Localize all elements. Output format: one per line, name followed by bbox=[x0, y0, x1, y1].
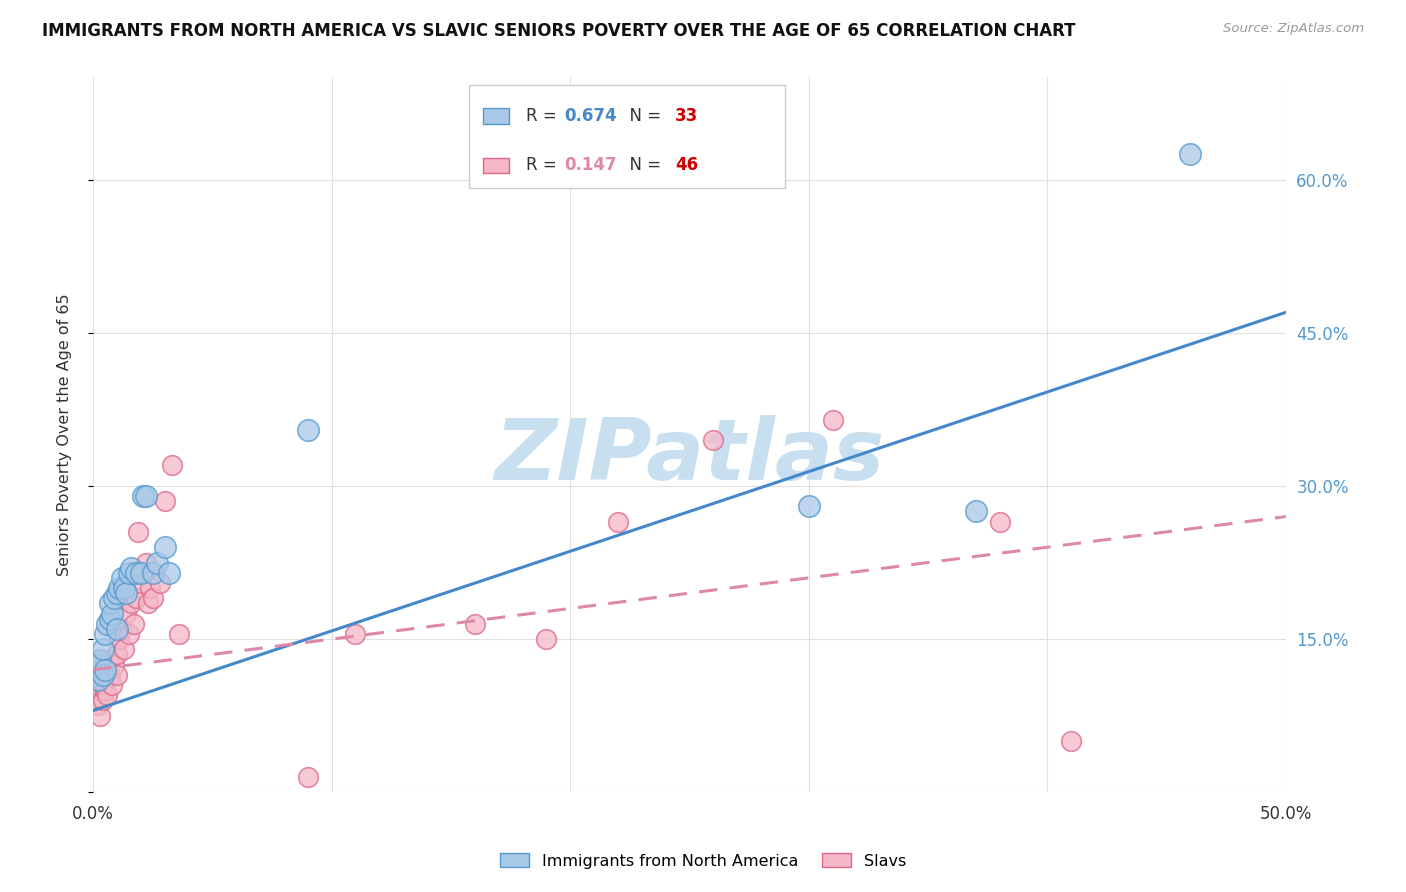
Point bbox=[136, 596, 159, 610]
Point bbox=[160, 458, 183, 473]
Point bbox=[606, 515, 628, 529]
Point bbox=[122, 616, 145, 631]
Point bbox=[111, 571, 134, 585]
Point bbox=[142, 591, 165, 606]
Point bbox=[96, 663, 118, 677]
Point bbox=[149, 576, 172, 591]
Point bbox=[103, 591, 125, 606]
Point bbox=[139, 581, 162, 595]
Point bbox=[115, 607, 138, 621]
Point bbox=[344, 627, 367, 641]
Point bbox=[91, 693, 114, 707]
Point bbox=[89, 652, 111, 666]
Text: ZIPatlas: ZIPatlas bbox=[495, 415, 884, 498]
Point bbox=[153, 540, 176, 554]
FancyBboxPatch shape bbox=[468, 85, 785, 188]
Point bbox=[142, 566, 165, 580]
Point bbox=[132, 489, 155, 503]
Point bbox=[153, 494, 176, 508]
Point bbox=[108, 632, 131, 646]
Point bbox=[536, 632, 558, 646]
Point bbox=[1060, 734, 1083, 748]
Text: R =: R = bbox=[526, 107, 562, 125]
Point bbox=[98, 652, 121, 666]
Point bbox=[134, 556, 156, 570]
Point bbox=[101, 678, 124, 692]
Point bbox=[129, 566, 152, 580]
Point bbox=[96, 616, 118, 631]
Point bbox=[87, 698, 110, 713]
Point bbox=[112, 581, 135, 595]
FancyBboxPatch shape bbox=[484, 108, 509, 124]
Text: 0.147: 0.147 bbox=[564, 156, 617, 175]
Point bbox=[120, 596, 142, 610]
Point bbox=[87, 678, 110, 692]
Text: IMMIGRANTS FROM NORTH AMERICA VS SLAVIC SENIORS POVERTY OVER THE AGE OF 65 CORRE: IMMIGRANTS FROM NORTH AMERICA VS SLAVIC … bbox=[42, 22, 1076, 40]
Point bbox=[105, 648, 128, 662]
Point bbox=[96, 688, 118, 702]
Legend: Immigrants from North America, Slavs: Immigrants from North America, Slavs bbox=[494, 847, 912, 875]
Point bbox=[84, 668, 107, 682]
Point bbox=[118, 627, 141, 641]
Point bbox=[91, 668, 114, 682]
Point bbox=[125, 566, 148, 580]
Point bbox=[120, 560, 142, 574]
Point bbox=[464, 616, 486, 631]
Text: 46: 46 bbox=[675, 156, 699, 175]
Point bbox=[127, 524, 149, 539]
Text: 33: 33 bbox=[675, 107, 699, 125]
Text: N =: N = bbox=[619, 107, 666, 125]
Point bbox=[821, 412, 844, 426]
Point bbox=[94, 663, 117, 677]
Text: N =: N = bbox=[619, 156, 666, 175]
Point bbox=[965, 504, 987, 518]
Point bbox=[101, 607, 124, 621]
Point bbox=[105, 668, 128, 682]
Point bbox=[91, 642, 114, 657]
Point bbox=[84, 683, 107, 698]
Point bbox=[132, 566, 155, 580]
Point bbox=[702, 433, 724, 447]
Point bbox=[146, 556, 169, 570]
Point bbox=[125, 591, 148, 606]
Point bbox=[108, 581, 131, 595]
Text: R =: R = bbox=[526, 156, 562, 175]
Point bbox=[297, 423, 319, 437]
Point bbox=[98, 612, 121, 626]
Point bbox=[115, 586, 138, 600]
Point bbox=[98, 596, 121, 610]
Point bbox=[167, 627, 190, 641]
Point bbox=[94, 627, 117, 641]
Point bbox=[105, 586, 128, 600]
Point bbox=[84, 668, 107, 682]
Point bbox=[297, 770, 319, 784]
Point bbox=[129, 576, 152, 591]
Point bbox=[89, 673, 111, 687]
FancyBboxPatch shape bbox=[484, 158, 509, 173]
Point bbox=[89, 708, 111, 723]
Point bbox=[105, 622, 128, 636]
Point bbox=[118, 566, 141, 580]
Point bbox=[94, 683, 117, 698]
Point bbox=[988, 515, 1011, 529]
Point bbox=[1180, 147, 1202, 161]
Point bbox=[94, 657, 117, 672]
Point bbox=[87, 657, 110, 672]
Point bbox=[112, 642, 135, 657]
Point bbox=[98, 668, 121, 682]
Point bbox=[87, 673, 110, 687]
Y-axis label: Seniors Poverty Over the Age of 65: Seniors Poverty Over the Age of 65 bbox=[58, 293, 72, 576]
Point bbox=[91, 678, 114, 692]
Point bbox=[103, 657, 125, 672]
Point bbox=[134, 489, 156, 503]
Point bbox=[157, 566, 180, 580]
Text: 0.674: 0.674 bbox=[564, 107, 617, 125]
Point bbox=[111, 622, 134, 636]
Point bbox=[797, 500, 820, 514]
Text: Source: ZipAtlas.com: Source: ZipAtlas.com bbox=[1223, 22, 1364, 36]
